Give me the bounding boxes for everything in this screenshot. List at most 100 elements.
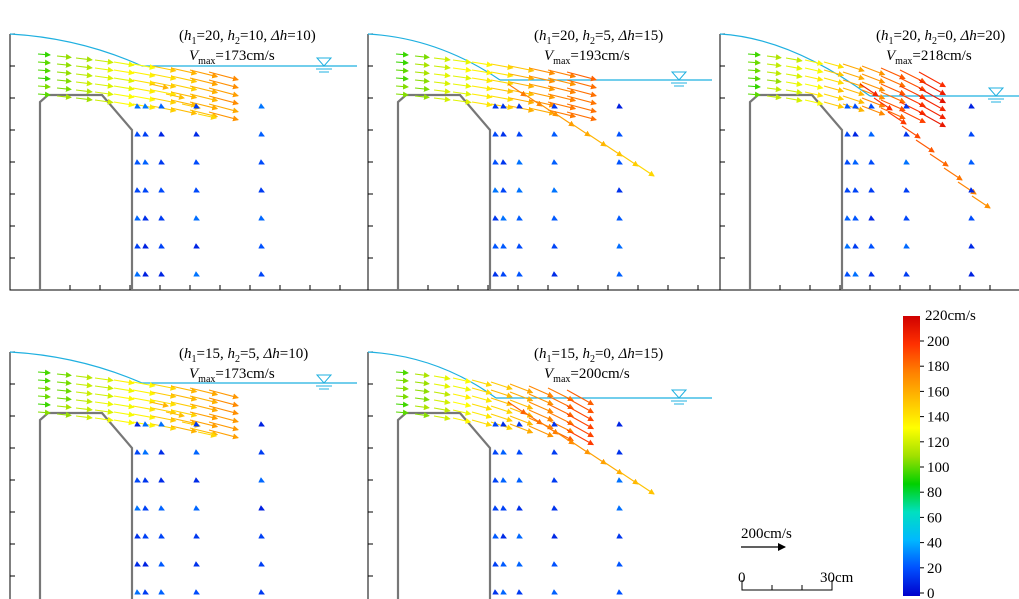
velocity-vector (516, 505, 523, 511)
velocity-vector (75, 382, 93, 389)
velocity-vector (94, 400, 114, 407)
velocity-vector (208, 71, 239, 82)
velocity-vector (471, 69, 493, 76)
velocity-vector (918, 71, 947, 88)
velocity-vector (414, 93, 430, 100)
velocity-vector (509, 391, 534, 402)
velocity-vector (490, 95, 514, 102)
velocity-vector (539, 421, 559, 435)
velocity-vector (395, 369, 409, 376)
velocity-vector (452, 417, 472, 424)
velocity-vector (132, 397, 156, 404)
velocity-vector (94, 58, 114, 65)
velocity-vector (414, 404, 430, 411)
velocity-vector (395, 385, 409, 392)
velocity-vector (861, 105, 886, 116)
panel-axes (719, 34, 1019, 291)
velocity-vector (395, 393, 409, 400)
velocity-vector (566, 429, 595, 446)
velocity-vector (395, 401, 409, 408)
free-surface-line (367, 351, 497, 399)
velocity-vector (616, 477, 623, 483)
velocity-vector (395, 409, 409, 416)
velocity-vector (492, 477, 499, 483)
velocity-vector (823, 77, 845, 85)
velocity-vector (37, 91, 51, 98)
velocity-vector (844, 215, 851, 221)
velocity-vector (414, 61, 430, 68)
velocity-vector (197, 113, 217, 120)
velocity-vector (158, 243, 165, 249)
velocity-vector (551, 159, 558, 165)
velocity-vector (142, 477, 149, 483)
velocity-vector (56, 395, 72, 402)
velocity-vector (452, 409, 472, 416)
scale-bar-start-label: 0 (738, 570, 746, 586)
velocity-vector (868, 271, 875, 277)
velocity-vector (197, 431, 217, 438)
velocity-vector (151, 391, 177, 399)
velocity-vector (785, 72, 803, 79)
velocity-vector (844, 187, 851, 193)
velocity-vector (258, 215, 265, 221)
velocity-vector (516, 271, 523, 277)
velocity-vector (968, 187, 975, 193)
velocity-vector (903, 159, 910, 165)
velocity-vector (509, 97, 535, 105)
velocity-vector (56, 85, 72, 92)
velocity-vector (551, 271, 558, 277)
velocity-vector (766, 78, 782, 85)
velocity-vector (868, 187, 875, 193)
velocity-vector (149, 83, 169, 90)
velocity-vector (516, 589, 523, 595)
velocity-vector (165, 411, 185, 418)
velocity-vector (165, 93, 185, 100)
velocity-vector (151, 415, 177, 423)
velocity-vector (903, 187, 910, 193)
velocity-vector (844, 271, 851, 277)
velocity-vector (414, 85, 430, 92)
velocity-vector (492, 243, 499, 249)
velocity-vector (551, 215, 558, 221)
velocity-vector (258, 505, 265, 511)
velocity-vector (903, 243, 910, 249)
velocity-vector (134, 271, 141, 277)
velocity-vector (566, 111, 597, 122)
velocity-vector (208, 421, 239, 432)
velocity-vector (75, 72, 93, 79)
velocity-vector (528, 75, 556, 84)
velocity-vector (880, 99, 906, 112)
free-surface-line (9, 351, 143, 384)
velocity-vector (132, 413, 156, 420)
velocity-vector (208, 389, 239, 400)
velocity-vector (492, 561, 499, 567)
velocity-vector (189, 411, 219, 421)
velocity-vector (471, 101, 493, 108)
velocity-vector (113, 387, 135, 394)
velocity-vector (528, 393, 554, 406)
velocity-vector (616, 131, 623, 137)
velocity-vector (113, 77, 135, 84)
vmax-label: Vmax=200cm/s (544, 366, 630, 385)
velocity-vector (616, 187, 623, 193)
velocity-vector (452, 393, 472, 400)
velocity-vector (918, 103, 947, 120)
water-level-symbol (670, 389, 688, 405)
velocity-vector (903, 271, 910, 277)
velocity-vector (509, 415, 534, 426)
velocity-vector (193, 159, 200, 165)
velocity-vector (566, 95, 597, 106)
velocity-vector (258, 271, 265, 277)
velocity-vector (452, 377, 472, 384)
velocity-vector (395, 51, 409, 58)
velocity-vector (433, 406, 451, 413)
velocity-vector (492, 215, 499, 221)
velocity-vector (134, 215, 141, 221)
velocity-vector (56, 411, 72, 418)
velocity-vector (500, 477, 507, 483)
velocity-vector (551, 421, 558, 427)
velocity-vector (94, 90, 114, 97)
velocity-vector (547, 77, 577, 87)
velocity-vector (555, 113, 575, 127)
velocity-vector (516, 561, 523, 567)
